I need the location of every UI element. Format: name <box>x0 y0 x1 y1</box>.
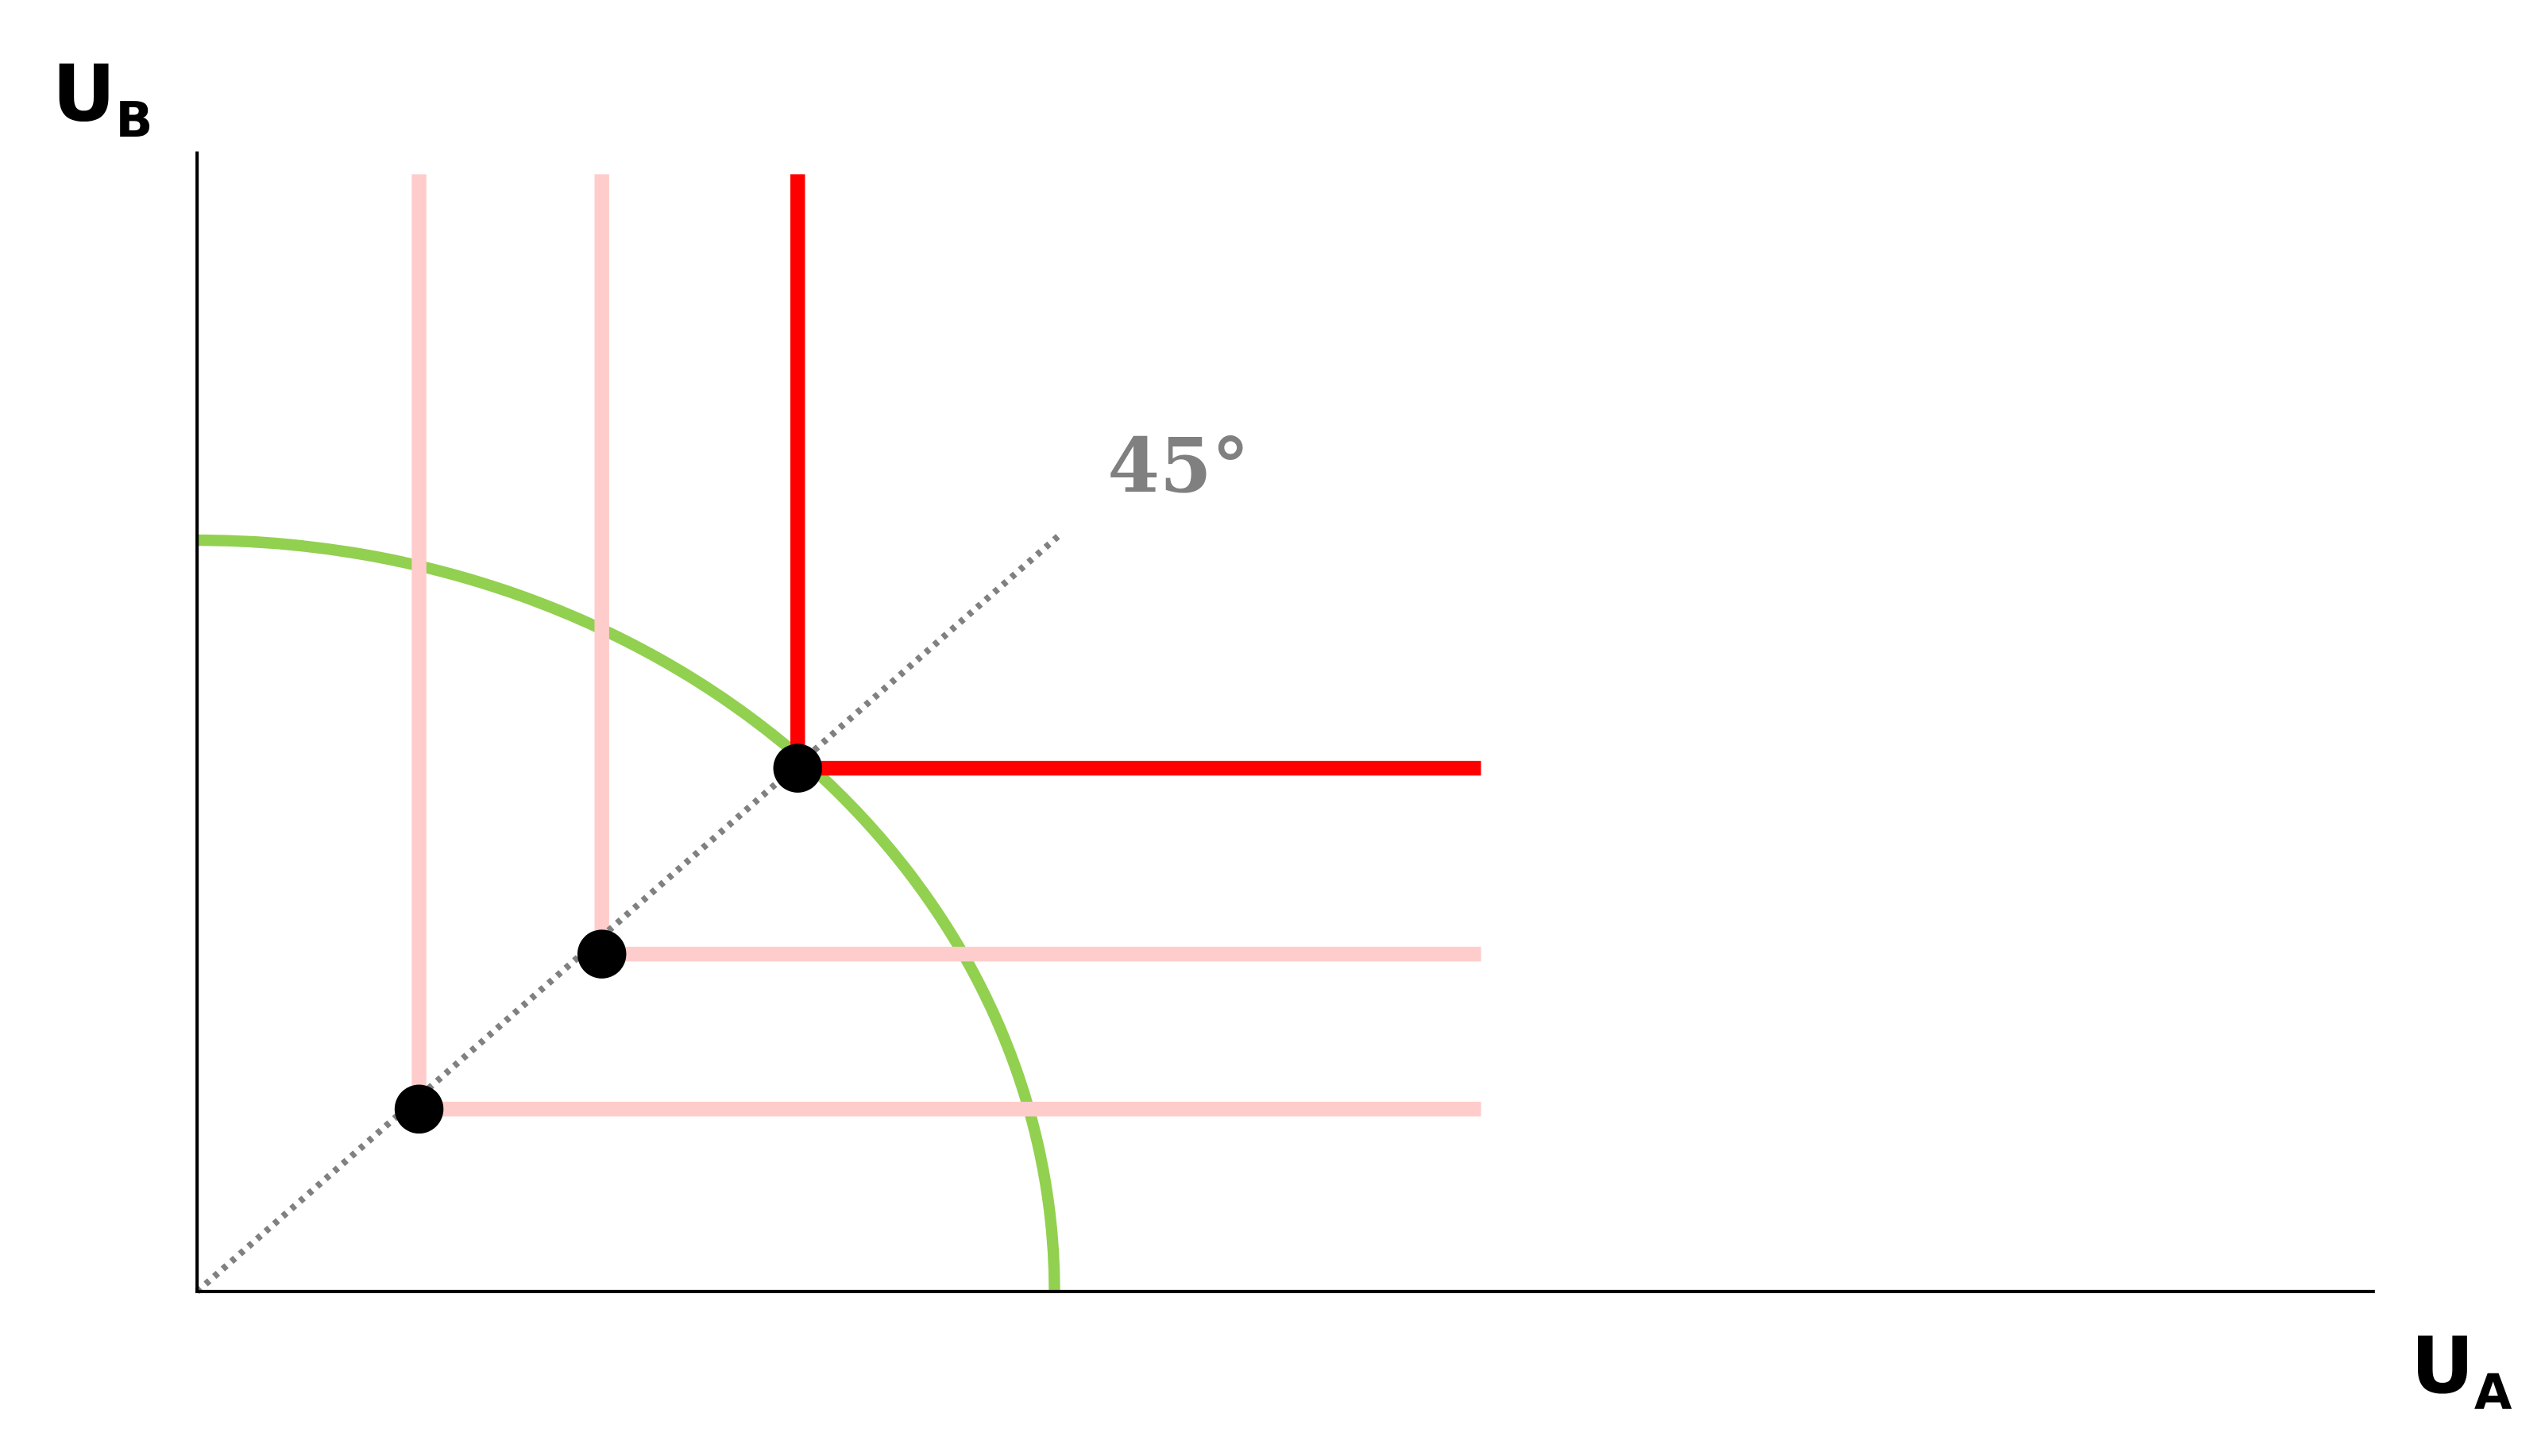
angle-label: 45° <box>1107 422 1249 510</box>
y-axis-label: UB <box>52 49 153 149</box>
diagonal-45-line <box>195 533 1061 1294</box>
x-axis-label: UA <box>2411 1321 2512 1420</box>
x-axis-label-sub: A <box>2474 1364 2512 1421</box>
equilibrium-point-1 <box>394 1084 444 1134</box>
indifference-curve-2 <box>594 174 1481 962</box>
indifference-curve-1 <box>411 174 1481 1117</box>
equilibrium-point-3 <box>773 743 823 793</box>
utility-frontier <box>197 534 1060 1292</box>
y-axis-label-sub: B <box>116 91 153 149</box>
equilibrium-point-2 <box>577 929 627 979</box>
